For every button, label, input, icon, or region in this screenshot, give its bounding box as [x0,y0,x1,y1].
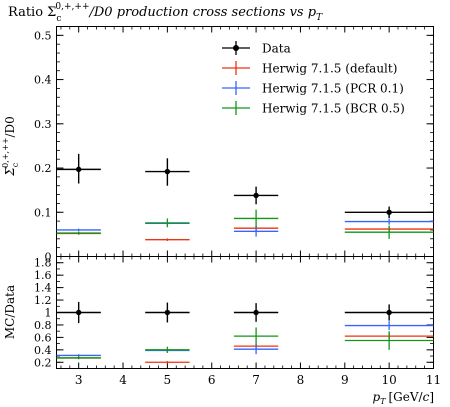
y-tick-label: 0.1 [34,206,52,219]
top-ylabel: Σc0,+,++/D0 [1,116,20,177]
x-tick-label: 11 [426,373,441,387]
x-tick-label: 6 [208,373,216,387]
data-point [164,309,171,316]
legend-herwig-7-1-5-default-label: Herwig 7.1.5 (default) [262,62,397,76]
data-point [253,309,259,316]
ratio-panel: 0.20.40.60.811.21.41.61.8 3 4 5 6 7 8 9 10 11 [34,256,441,387]
chart-title: Ratio Σc0,+,++/D0 production cross secti… [8,2,323,24]
data-point [386,209,392,215]
y-tick-label: 0.8 [34,319,52,332]
y-tick-label: 1.2 [34,294,52,307]
y-tick-label: 0 [45,251,52,264]
x-axis-ticks: 3 4 5 6 7 8 9 10 11 [75,373,441,387]
ratio-ylabel: MC/Data [3,285,17,339]
top-panel-marks [56,153,434,242]
x-tick-label: 4 [119,373,127,387]
y-tick-label: 0.4 [34,344,52,357]
y-tick-label: 0.5 [34,29,52,42]
y-tick-label: 1 [45,307,52,320]
x-tick-label: 7 [252,373,260,387]
top-panel-ticks: 0 0.1 0.2 0.3 0.4 0.5 [34,26,434,264]
x-tick-label: 5 [164,373,172,387]
x-tick-label: 9 [341,373,349,387]
y-tick-label: 0.3 [34,118,52,131]
data-point [164,168,171,175]
y-tick-label: 1.4 [34,282,52,295]
x-axis-label: pT [GeV/c] [372,390,434,406]
top-panel: 0 0.1 0.2 0.3 0.4 0.5 Data Herwig 7.1.5 (defau… [34,26,434,264]
y-tick-label: 0.6 [34,331,52,344]
data-point [253,192,259,199]
y-tick-label: 1.8 [34,257,52,270]
data-point [386,309,392,316]
data-point [75,309,82,316]
y-tick-label: 0.4 [34,74,52,87]
y-tick-label: 0.2 [34,356,52,369]
data-point [75,166,82,173]
legend: Data Herwig 7.1.5 (default) Herwig 7.1.5 (… [222,41,405,116]
ratio-panel-ticks: 0.20.40.60.811.21.41.61.8 [34,256,434,369]
y-tick-label: 1.6 [34,269,52,282]
x-tick-label: 3 [75,373,83,387]
legend-herwig-7-1-5-bcr-0-5-label: Herwig 7.1.5 (BCR 0.5) [262,102,405,116]
legend-herwig-7-1-5-pcr-0-1-label: Herwig 7.1.5 (PCR 0.1) [262,82,404,96]
y-tick-label: 0.2 [34,162,52,175]
ratio-panel-marks [56,301,434,364]
x-tick-label: 10 [382,373,397,387]
legend-data-marker [233,45,239,51]
x-tick-label: 8 [297,373,305,387]
legend-data-label: Data [262,42,291,56]
